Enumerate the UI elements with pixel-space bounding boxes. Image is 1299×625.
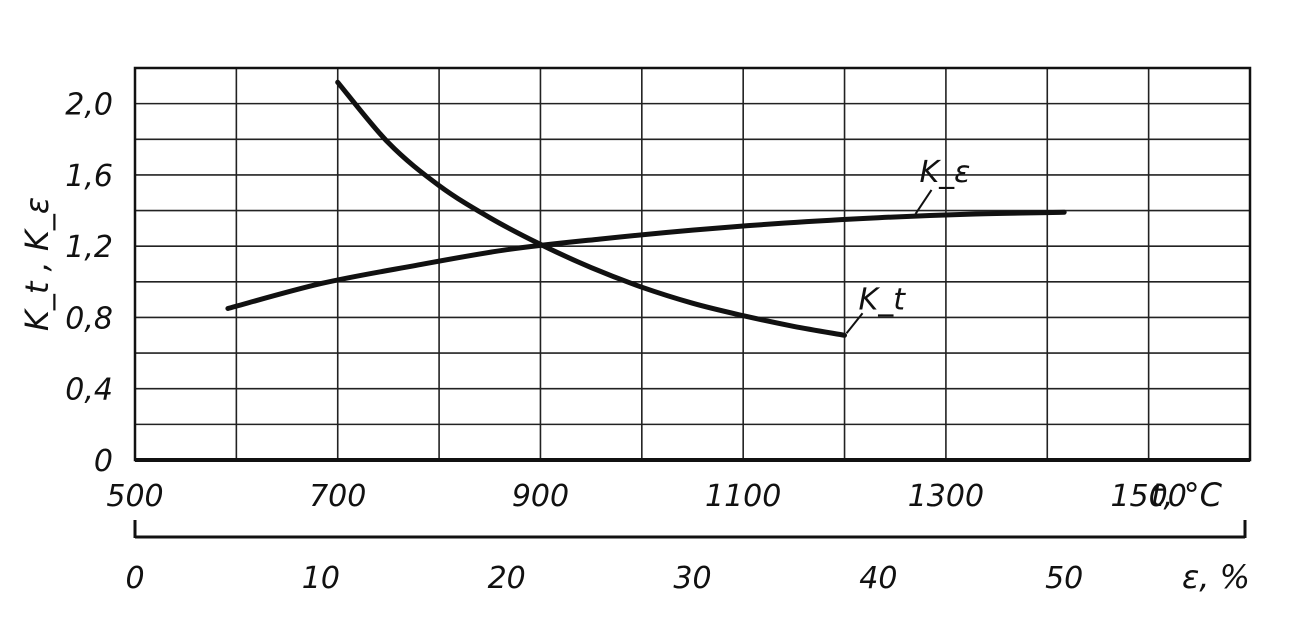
k-epsilon-series-label: K_ε (920, 155, 971, 190)
x-primary-tick-label: 500 (106, 479, 163, 514)
series-line-k-t (335, 79, 847, 338)
x-primary-tick-label: 1100 (705, 479, 781, 514)
series-line-k-epsilon (225, 209, 1067, 311)
y-tick-label: 0 (94, 444, 113, 479)
chart-grid (134, 67, 1251, 461)
x-secondary-tick-label: 20 (488, 561, 526, 596)
x-secondary-tick-label: 0 (125, 561, 144, 596)
y-tick-label: 1,2 (65, 230, 113, 265)
x-secondary-tick-label: 30 (673, 561, 711, 596)
x-primary-tick-label: 1500 (1110, 479, 1186, 514)
x-secondary-tick-label: 40 (859, 561, 897, 596)
x-primary-tick-label: 700 (309, 479, 366, 514)
x-secondary-tick-label: 10 (302, 561, 340, 596)
plot-frame (133, 66, 1252, 462)
y-tick-label: 0,4 (65, 373, 113, 408)
y-axis-title: K_t , K_ε (18, 197, 56, 331)
y-tick-label: 1,6 (65, 159, 113, 194)
y-tick-label: 2,0 (65, 88, 113, 123)
k-epsilon-leader-line (914, 189, 933, 215)
k-t-leader-line (845, 312, 864, 334)
chart-axes (133, 66, 1252, 539)
chart-curves (225, 79, 1067, 338)
x-secondary-tick-label: 50 (1045, 561, 1083, 596)
x-primary-tick-label: 900 (512, 479, 569, 514)
x-primary-tick-label: 1300 (908, 479, 984, 514)
y-tick-label: 0,8 (65, 301, 113, 336)
k-t-series-label: K_t (859, 282, 907, 317)
x-primary-axis-title: t, °C (1151, 476, 1223, 514)
x-secondary-axis-title: ε, % (1182, 558, 1250, 596)
